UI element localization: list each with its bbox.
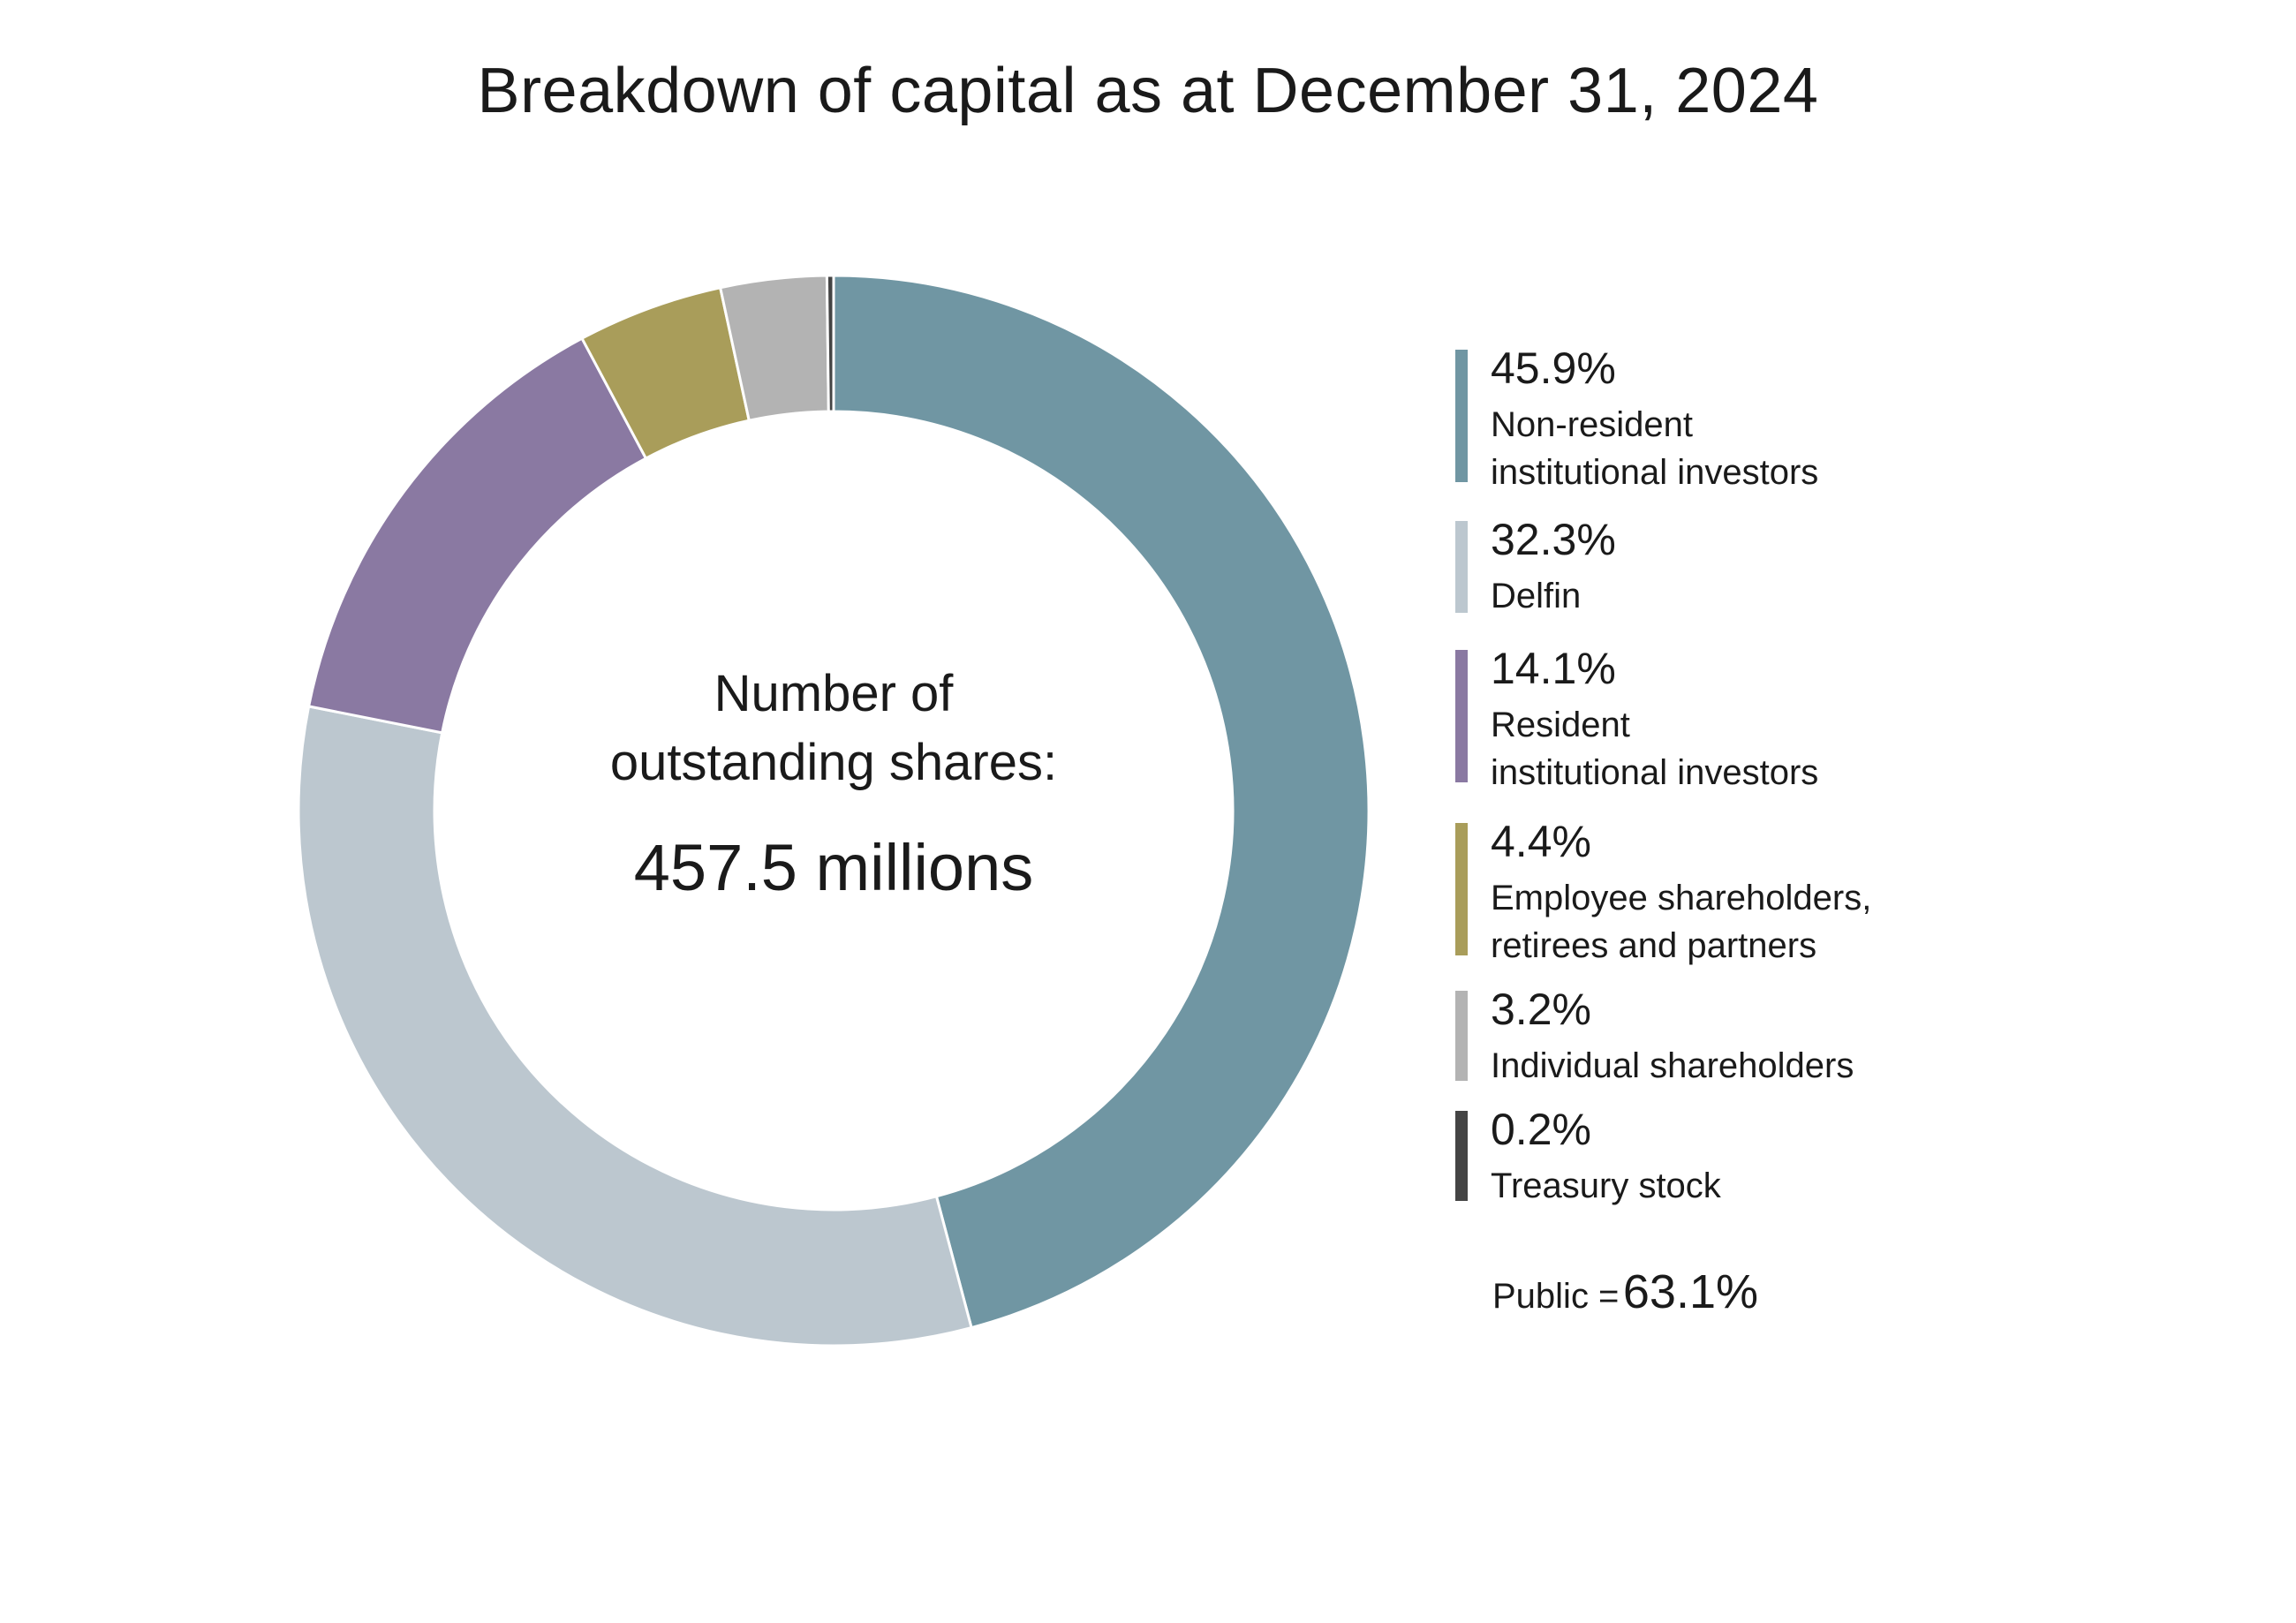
legend-swatch-4 (1455, 991, 1468, 1081)
donut-slice-1 (297, 705, 973, 1347)
public-summary: Public = 63.1% (1492, 1264, 1758, 1319)
legend-swatch-2 (1455, 650, 1468, 782)
legend-label-0-1: institutional investors (1491, 453, 1819, 492)
legend-label-3-1: retirees and partners (1491, 926, 1817, 965)
legend-label-3-0: Employee shareholders, (1491, 879, 1872, 917)
legend-swatch-0 (1455, 350, 1468, 482)
legend-label-2-1: institutional investors (1491, 753, 1819, 792)
donut-slice-0 (832, 274, 1371, 1330)
legend-percent-0: 45.9% (1491, 343, 1616, 393)
center-label-line2: outstanding shares: (609, 734, 1058, 791)
legend-label-2-0: Resident (1491, 706, 1630, 744)
center-label-line1: Number of (714, 665, 954, 722)
public-summary-value: 63.1% (1622, 1265, 1758, 1318)
legend-label-1-0: Delfin (1491, 577, 1582, 615)
donut-chart (297, 274, 1371, 1347)
legend-label-0-0: Non-resident (1491, 405, 1694, 444)
legend-percent-2: 14.1% (1491, 644, 1616, 693)
legend-swatch-5 (1455, 1111, 1468, 1201)
legend-label-4-0: Individual shareholders (1491, 1046, 1854, 1085)
legend: 45.9% Non-resident institutional investors… (1455, 0, 2250, 1623)
chart-title: Breakdown of capital as at December 31, … (477, 56, 1819, 126)
public-summary-label: Public = (1492, 1277, 1620, 1316)
legend-percent-1: 32.3% (1491, 515, 1616, 564)
legend-swatch-1 (1455, 521, 1468, 613)
legend-percent-4: 3.2% (1491, 985, 1591, 1034)
legend-percent-5: 0.2% (1491, 1105, 1591, 1154)
legend-label-5-0: Treasury stock (1491, 1166, 1721, 1205)
legend-percent-3: 4.4% (1491, 817, 1591, 866)
center-value: 457.5 millions (633, 831, 1034, 904)
legend-swatch-3 (1455, 823, 1468, 955)
donut-slice-5 (825, 274, 835, 413)
